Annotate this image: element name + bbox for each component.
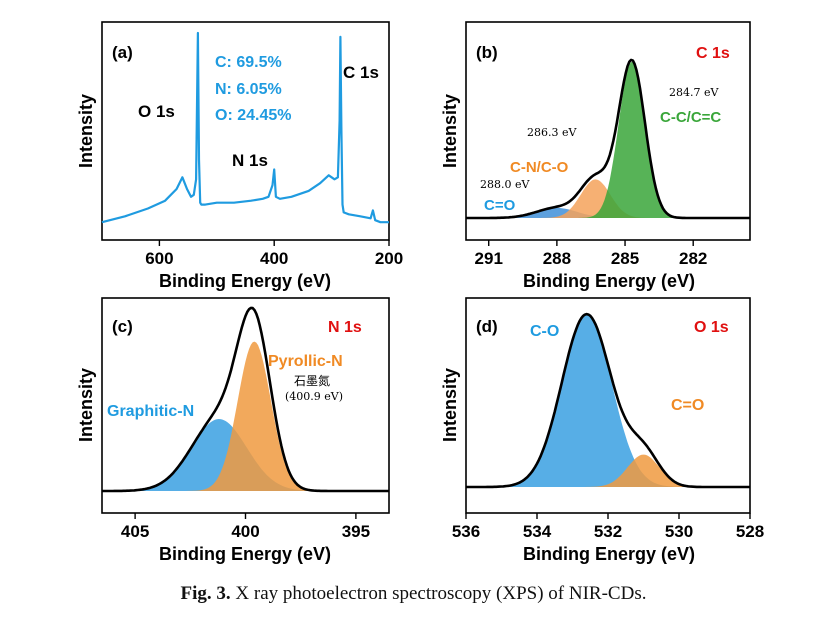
x-tick-label: 282 xyxy=(679,249,707,268)
fit-envelope xyxy=(102,306,389,493)
panel-b-peak-fits xyxy=(466,58,750,220)
panel-b-title: C 1s xyxy=(696,45,730,62)
x-tick-label: 395 xyxy=(342,522,370,541)
panel-d-x-ticks: 536 534 532 530 528 xyxy=(452,513,764,541)
fit-component-1 xyxy=(102,341,389,491)
panel-d-peak-label-co-single: C-O xyxy=(530,323,559,340)
panel-d-label: (d) xyxy=(476,317,498,336)
panel-d-peak-fits xyxy=(466,312,750,489)
survey-line xyxy=(101,31,389,224)
panel-c-title: N 1s xyxy=(328,319,362,336)
x-tick-label: 400 xyxy=(260,249,288,268)
panel-a-label: (a) xyxy=(112,43,133,62)
panel-b-x-ticks: 291 288 285 282 xyxy=(475,240,707,268)
panel-c-peak-label-pyrollic: Pyrollic-N xyxy=(268,353,343,370)
panel-c-ylabel: Intensity xyxy=(76,368,96,442)
panel-c-label: (c) xyxy=(112,317,133,336)
panel-a-survey-series xyxy=(101,31,389,224)
x-tick-label: 536 xyxy=(452,522,480,541)
panel-b-label: (b) xyxy=(476,43,498,62)
fit-component-0 xyxy=(466,207,750,218)
panel-c-annotation-position: (400.9 eV) xyxy=(285,390,343,403)
panel-c: 405 400 395 (c) N 1s Graphitic-N Pyrollic-… xyxy=(76,297,390,564)
figure-caption: Fig. 3. X ray photoelectron spectroscopy… xyxy=(0,583,827,605)
panel-a-xlabel: Binding Energy (eV) xyxy=(159,271,331,291)
panel-a-x-ticks: 600 400 200 xyxy=(145,240,403,268)
panel-d-ylabel: Intensity xyxy=(440,368,460,442)
panel-c-xlabel: Binding Energy (eV) xyxy=(159,544,331,564)
panel-d-peak-label-co-double: C=O xyxy=(671,397,704,414)
x-tick-label: 532 xyxy=(594,522,622,541)
panel-a-annotation-n1s: N 1s xyxy=(232,151,268,170)
fit-envelope xyxy=(466,58,750,220)
x-tick-label: 288 xyxy=(543,249,571,268)
figure-caption-label: Fig. 3. xyxy=(180,583,231,604)
x-tick-label: 534 xyxy=(523,522,552,541)
panel-b: 291 288 285 282 (b) C 1s C=O 288.0 eV C-N/C… xyxy=(440,21,751,291)
x-tick-label: 530 xyxy=(665,522,693,541)
x-tick-label: 600 xyxy=(145,249,173,268)
x-tick-label: 528 xyxy=(736,522,764,541)
panel-a-ylabel: Intensity xyxy=(76,94,96,168)
x-tick-label: 400 xyxy=(231,522,259,541)
panel-b-ylabel: Intensity xyxy=(440,94,460,168)
panel-b-peak-label-cn-co: C-N/C-O xyxy=(510,159,569,176)
panel-b-peak-position-co-double: 288.0 eV xyxy=(480,178,530,191)
panel-a-annotation-c1s: C 1s xyxy=(343,63,379,82)
panel-d: 536 534 532 530 528 (d) O 1s C-O C=O Binding… xyxy=(440,297,764,564)
panel-a-composition-c: C: 69.5% xyxy=(215,54,282,71)
fit-component-0 xyxy=(466,314,750,487)
panel-b-peak-position-cc: 284.7 eV xyxy=(669,86,719,99)
x-tick-label: 291 xyxy=(475,249,503,268)
panel-c-peak-fits xyxy=(102,306,389,493)
panel-a-composition-n: N: 6.05% xyxy=(215,81,282,98)
panel-b-xlabel: Binding Energy (eV) xyxy=(523,271,695,291)
panel-b-frame xyxy=(465,21,751,241)
fit-envelope xyxy=(466,312,750,489)
panel-a-composition-o: O: 24.45% xyxy=(215,107,291,124)
panel-b-peak-label-co-double: C=O xyxy=(484,197,516,214)
panel-a-frame xyxy=(101,21,390,241)
panel-c-peak-label-graphitic: Graphitic-N xyxy=(107,403,194,420)
figure-caption-text: X ray photoelectron spectroscopy (XPS) o… xyxy=(230,583,647,604)
panel-a: 600 400 200 (a) C: 69.5% N: 6.05% O: 24.45… xyxy=(76,21,403,291)
panel-d-xlabel: Binding Energy (eV) xyxy=(523,544,695,564)
panel-c-annotation-chinese: 石墨氮 xyxy=(294,373,330,388)
panel-c-x-ticks: 405 400 395 xyxy=(121,513,370,541)
x-tick-label: 285 xyxy=(611,249,639,268)
panel-a-annotation-o1s: O 1s xyxy=(138,102,175,121)
panel-b-peak-position-cn-co: 286.3 eV xyxy=(527,126,577,139)
panel-b-peak-label-cc: C-C/C=C xyxy=(660,109,721,126)
x-tick-label: 405 xyxy=(121,522,149,541)
x-tick-label: 200 xyxy=(375,249,403,268)
panel-d-title: O 1s xyxy=(694,319,729,336)
